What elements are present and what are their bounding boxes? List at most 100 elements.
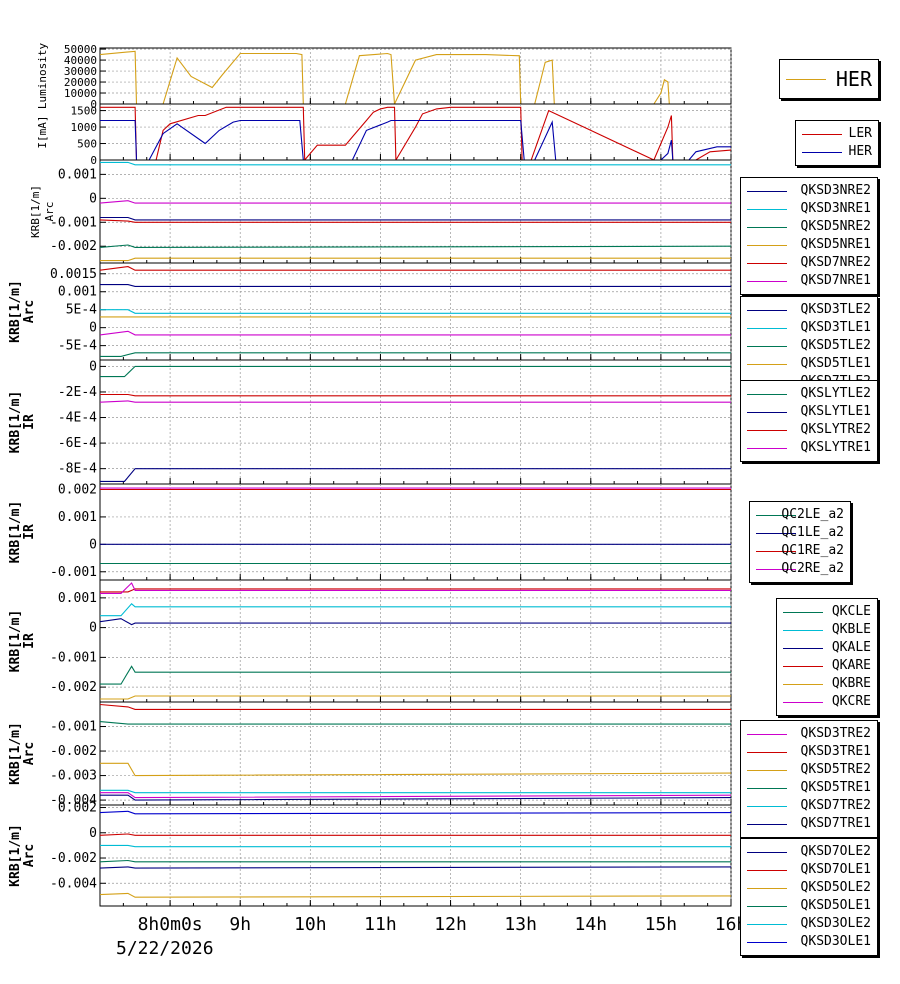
series-line-qksd3ole1 [100, 810, 731, 815]
legend-swatch [802, 134, 842, 135]
series-line-qksd5nre2 [100, 244, 731, 248]
legend-swatch [747, 364, 787, 365]
y-axis-label-line: KRB[1/m] [8, 722, 23, 785]
legend-swatch [747, 394, 787, 395]
legend-label: QC1RE_a2 [781, 543, 844, 558]
legend-swatch [783, 630, 823, 631]
y-tick-label: 1000 [71, 121, 98, 134]
y-tick-label: 0 [89, 537, 97, 552]
legend-swatch [747, 788, 787, 789]
legend-label: QKSLYTLE2 [800, 386, 871, 401]
y-axis-label-line: IR [22, 414, 37, 430]
y-tick-label: 40000 [64, 54, 97, 67]
y-axis-label: KRB[1/m] Arc [8, 280, 37, 343]
series-line-qkslytre1 [100, 400, 731, 403]
legend-label: QKSD5TLE2 [800, 338, 871, 353]
legend-panel-3: QKSD3NRE2 QKSD3NRE1 QKSD5NRE2 QKSD5NRE1 QKSD… [740, 177, 878, 295]
legend-swatch [783, 666, 823, 667]
legend-entry: HER [796, 143, 878, 161]
panel-frame [99, 483, 732, 581]
y-tick-label: 0.001 [58, 167, 97, 182]
legend-label: QKSD7TRE1 [800, 816, 871, 831]
legend-label: QKSD5TRE1 [800, 780, 871, 795]
y-axis-label: Luminosity [36, 43, 49, 110]
legend-panel-6: QC2LE_a2 QC1LE_a2 QC1RE_a2 QC2RE_a2 [749, 501, 851, 583]
y-tick-label: 0 [90, 98, 97, 111]
y-tick-label: -0.001 [50, 720, 97, 735]
legend-entry: QKCLE [777, 603, 877, 621]
legend-label: QKSD7NRE1 [800, 273, 871, 288]
y-tick-label: -2E-4 [58, 385, 97, 400]
panel-frame [99, 47, 732, 105]
y-tick-label: 10000 [64, 87, 97, 100]
panel-frame [99, 262, 732, 361]
legend-label: QKSD7OLE1 [800, 862, 871, 877]
y-axis-label-line: KRB[1/m] [8, 280, 23, 343]
series-line-qksd3tre2 [100, 792, 731, 799]
legend-entry: QKSD5OLE1 [741, 897, 877, 915]
series-line-qkslytre2 [100, 393, 731, 397]
legend-entry: QKSD3NRE1 [741, 200, 877, 218]
y-axis-label: KRB[1/m] IR [8, 501, 37, 564]
legend-entry: QKBLE [777, 621, 877, 639]
series-line-qksd7tle1 [100, 330, 731, 336]
legend-panel-7: QKCLE QKBLE QKALE QKARE QKBRE QKCRE [776, 598, 878, 716]
y-tick-label: 0.001 [58, 510, 97, 525]
legend-her-luminosity: HER [779, 59, 879, 99]
legend-label: QKSD5OLE2 [800, 880, 871, 895]
legend-swatch [786, 79, 826, 80]
y-axis-label-line: Luminosity [36, 43, 49, 110]
legend-swatch [747, 770, 787, 771]
legend-label: QKSD5NRE1 [800, 237, 871, 252]
y-axis-label-line: KRB[1/m] [8, 391, 23, 454]
y-tick-label: 0 [90, 154, 97, 167]
series-line-qkale [100, 618, 731, 626]
legend-label: QKCRE [831, 694, 871, 709]
y-tick-label: 500 [77, 138, 97, 151]
y-tick-label: -0.002 [50, 744, 97, 759]
y-axis-label: KRB[1/m] Arc [8, 824, 37, 887]
legend-swatch [747, 448, 787, 449]
legend-entry: QKSD7NRE1 [741, 272, 877, 290]
series-line-qkcre [100, 582, 731, 594]
y-tick-label: 0.001 [58, 591, 97, 606]
series-line-qksd7tle2 [100, 266, 731, 271]
legend-swatch [747, 209, 787, 210]
legend-swatch [747, 310, 787, 311]
y-tick-label: -6E-4 [58, 436, 97, 451]
legend-label: QKBLE [831, 622, 871, 637]
legend-entry: QKSLYTRE1 [741, 439, 877, 457]
x-tick-label: 15h [645, 914, 678, 935]
y-tick-label: 30000 [64, 65, 97, 78]
legend-swatch [747, 281, 787, 282]
y-axis-label-line: Arc [22, 844, 37, 867]
series-line-qksd3nre2 [100, 216, 731, 221]
date-label: 5/22/2026 [116, 938, 214, 959]
legend-panel-8: QKSD3TRE2 QKSD3TRE1 QKSD5TRE2 QKSD5TRE1 QKSD… [740, 720, 878, 838]
series-line-qkcle [100, 665, 731, 685]
series-line-qksd7tre2 [100, 789, 731, 794]
legend-entry: QKSD7TRE1 [741, 815, 877, 833]
legend-entry: QKSD3TRE1 [741, 743, 877, 761]
legend-entry: QKCRE [777, 693, 877, 711]
y-tick-label: -0.001 [50, 215, 97, 230]
y-tick-label: 0.0015 [50, 267, 97, 282]
y-tick-label: 0.002 [58, 482, 97, 497]
legend-label: QKSD3NRE2 [800, 183, 871, 198]
y-tick-label: 1500 [71, 105, 98, 118]
legend-label: QKSD3TLE2 [800, 302, 871, 317]
legend-entry: QKSLYTLE2 [741, 385, 877, 403]
x-tick-label: 14h [575, 914, 608, 935]
y-axis-label: KRB[1/m] Arc [8, 722, 37, 785]
series-line-qkslytle2 [100, 365, 731, 378]
legend-entry: QKSD5TLE1 [741, 355, 877, 373]
y-tick-label: 0 [89, 191, 97, 206]
panel-frame [99, 159, 732, 264]
legend-swatch [783, 648, 823, 649]
series-line-qkble [100, 603, 731, 617]
y-tick-label: 0 [89, 321, 97, 336]
legend-swatch [756, 533, 796, 534]
legend-entry: QKSD7OLE2 [741, 843, 877, 861]
legend-swatch [756, 551, 796, 552]
series-line-qksd7ole1 [100, 833, 731, 836]
